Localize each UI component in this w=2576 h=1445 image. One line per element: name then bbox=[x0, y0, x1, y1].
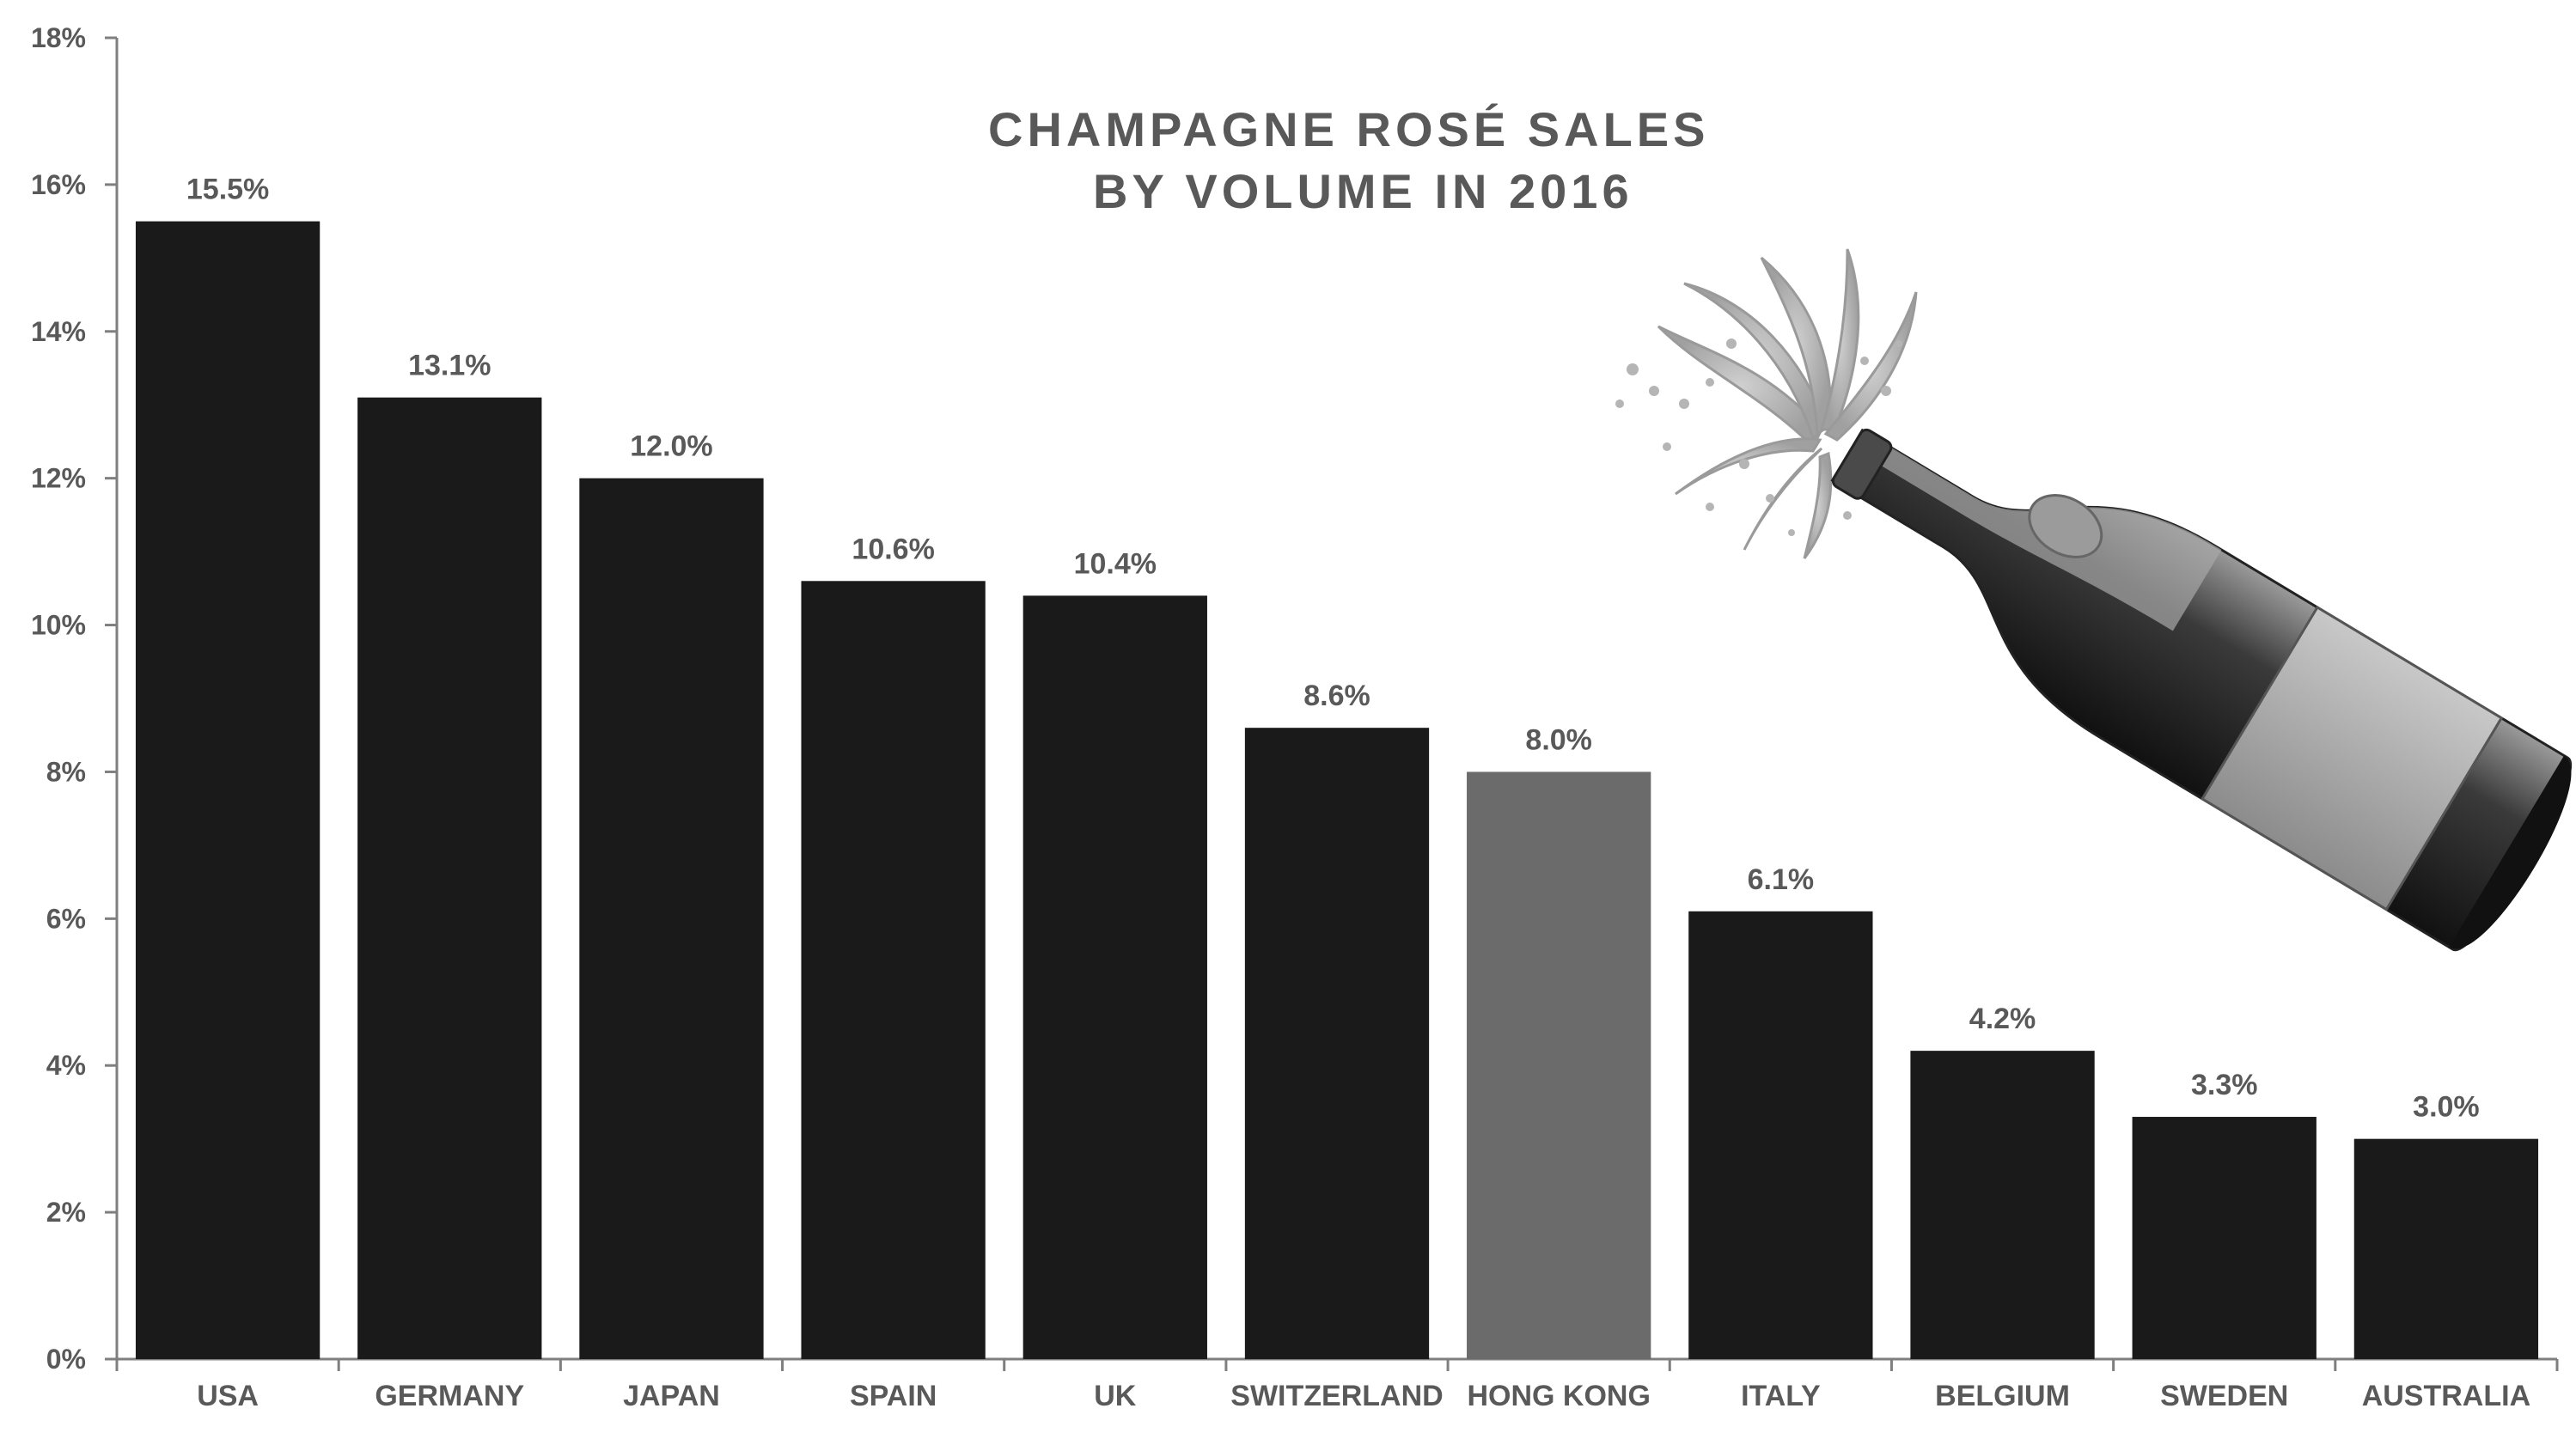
data-label: 3.3% bbox=[2191, 1069, 2258, 1101]
y-tick-label: 4% bbox=[46, 1050, 86, 1081]
bottle-body bbox=[1830, 428, 2572, 951]
data-label: 8.0% bbox=[1525, 723, 1592, 756]
x-tick-label: JAPAN bbox=[623, 1380, 720, 1412]
bars bbox=[135, 221, 2539, 1360]
x-tick-label: UK bbox=[1094, 1380, 1137, 1412]
x-tick-label: SWITZERLAND bbox=[1230, 1380, 1443, 1412]
y-tick-label: 12% bbox=[31, 463, 86, 494]
y-tick-label: 18% bbox=[31, 22, 86, 53]
y-tick-label: 2% bbox=[46, 1197, 86, 1228]
chart-title-line-2: BY VOLUME IN 2016 bbox=[1093, 164, 1633, 218]
x-tick-label: BELGIUM bbox=[1935, 1380, 2070, 1412]
bar bbox=[1688, 911, 1873, 1359]
chart-title-line-1: CHAMPAGNE ROSÉ SALES bbox=[988, 102, 1710, 156]
x-tick-label: AUSTRALIA bbox=[2362, 1380, 2530, 1412]
data-label: 15.5% bbox=[186, 174, 269, 206]
bar bbox=[1022, 595, 1207, 1359]
x-tick-label: ITALY bbox=[1741, 1380, 1821, 1412]
data-label: 12.0% bbox=[630, 430, 712, 463]
y-tick-label: 8% bbox=[46, 756, 86, 787]
champagne-spray-icon bbox=[1657, 248, 1918, 559]
bar bbox=[1910, 1051, 2095, 1359]
bar bbox=[135, 221, 320, 1360]
data-label: 6.1% bbox=[1748, 863, 1815, 896]
bar bbox=[2353, 1138, 2539, 1359]
data-label: 13.1% bbox=[408, 350, 491, 382]
data-label: 10.6% bbox=[852, 533, 934, 565]
bar bbox=[357, 397, 542, 1360]
x-tick-label: USA bbox=[197, 1380, 259, 1412]
x-tick-label: SWEDEN bbox=[2160, 1380, 2288, 1412]
bar bbox=[579, 478, 764, 1359]
champagne-bottle-icon bbox=[1615, 248, 2572, 951]
y-tick-label: 14% bbox=[31, 316, 86, 347]
labels: 0% 2% 4% 6% 8% 10% 12% 14% 16% 18% 15.5% USA 13.1% GE… bbox=[31, 22, 2530, 1412]
y-tick-label: 10% bbox=[31, 610, 86, 641]
bar bbox=[1467, 771, 1651, 1359]
bar bbox=[1244, 728, 1430, 1359]
data-label: 8.6% bbox=[1303, 680, 1370, 712]
bar bbox=[801, 581, 986, 1359]
y-tick-label: 16% bbox=[31, 169, 86, 200]
x-tick-label: GERMANY bbox=[375, 1380, 524, 1412]
bar bbox=[2132, 1117, 2317, 1359]
data-label: 3.0% bbox=[2413, 1091, 2480, 1124]
x-tick-label: SPAIN bbox=[850, 1380, 937, 1412]
y-tick-label: 6% bbox=[46, 903, 86, 934]
data-label: 10.4% bbox=[1074, 547, 1157, 580]
data-label: 4.2% bbox=[1969, 1003, 2036, 1035]
y-tick-label: 0% bbox=[46, 1344, 86, 1375]
x-tick-label: HONG KONG bbox=[1467, 1380, 1650, 1412]
